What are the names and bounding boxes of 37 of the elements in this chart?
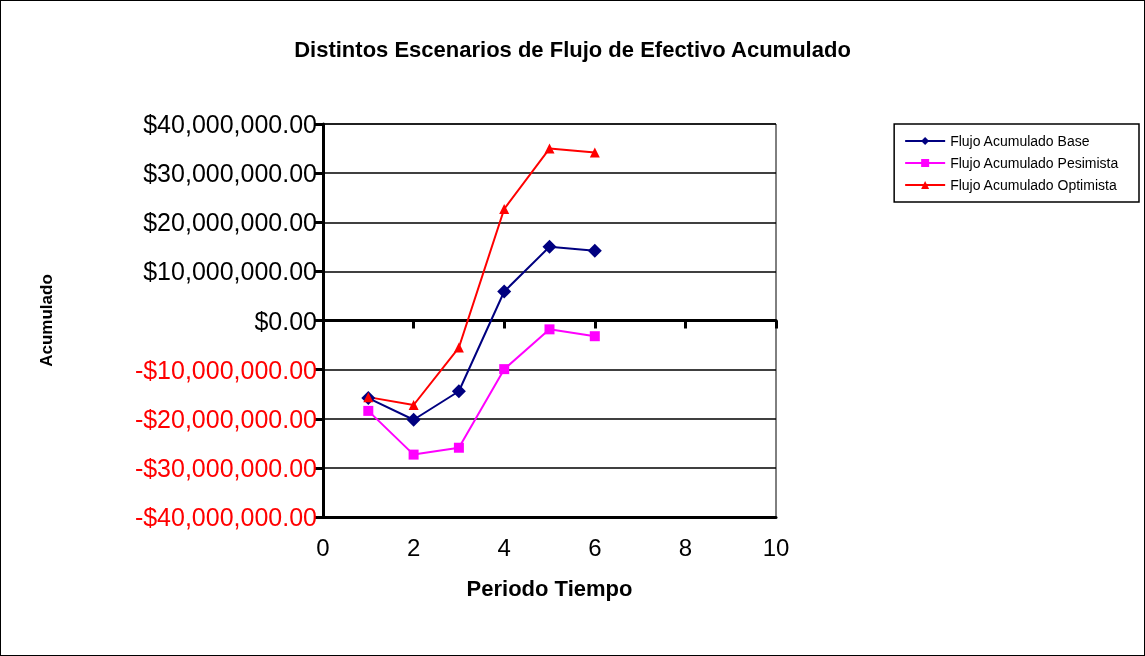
x-tick-label: 2 bbox=[406, 533, 421, 561]
point bbox=[589, 331, 600, 342]
y-tick-label: -$20,000,000.00 bbox=[134, 404, 317, 433]
y-axis-title: Acumulado bbox=[37, 274, 56, 367]
point bbox=[363, 405, 374, 416]
x-tick-label: 6 bbox=[588, 533, 602, 561]
y-tick-label: -$40,000,000.00 bbox=[134, 503, 317, 531]
y-tick-label: $10,000,000.00 bbox=[143, 257, 317, 286]
point bbox=[589, 147, 600, 158]
point bbox=[542, 239, 557, 254]
y-tick-label: -$30,000,000.00 bbox=[134, 453, 317, 482]
point bbox=[544, 143, 555, 154]
y-tick-label: -$10,000,000.00 bbox=[134, 355, 317, 384]
y-tick-label: $0.00 bbox=[254, 306, 317, 335]
chart-title: Distintos Escenarios de Flujo de Efectivo Acumulado bbox=[294, 36, 851, 62]
point bbox=[587, 243, 602, 258]
legend-label: Flujo Acumulado Optimista bbox=[950, 177, 1117, 193]
point bbox=[408, 399, 419, 410]
point bbox=[499, 203, 510, 214]
y-tick-label: $30,000,000.00 bbox=[143, 159, 317, 188]
y-tick-label: $40,000,000.00 bbox=[143, 110, 317, 138]
x-tick-label: 4 bbox=[497, 533, 511, 561]
y-tick-label: $20,000,000.00 bbox=[143, 208, 317, 237]
x-axis-title: Periodo Tiempo bbox=[466, 575, 633, 601]
point bbox=[406, 412, 421, 427]
x-tick-label: 10 bbox=[762, 533, 790, 561]
legend-label: Flujo Acumulado Base bbox=[950, 133, 1090, 149]
point bbox=[451, 384, 466, 399]
point bbox=[544, 324, 555, 335]
point bbox=[497, 284, 512, 299]
point bbox=[453, 442, 464, 453]
legend-label: Flujo Acumulado Pesimista bbox=[950, 155, 1119, 171]
point bbox=[408, 449, 419, 460]
x-tick-label: 8 bbox=[678, 533, 693, 561]
point bbox=[499, 364, 510, 375]
point bbox=[453, 342, 464, 353]
x-tick-label: 0 bbox=[316, 533, 330, 561]
